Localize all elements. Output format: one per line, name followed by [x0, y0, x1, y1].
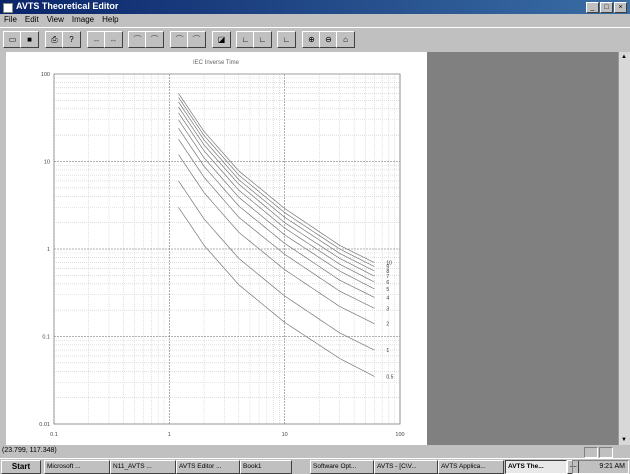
- open-icon[interactable]: ■: [20, 31, 39, 48]
- close-button[interactable]: ×: [614, 2, 627, 13]
- curve-g-icon[interactable]: ∟: [253, 31, 272, 48]
- series-line: [178, 101, 375, 272]
- menu-edit[interactable]: Edit: [24, 15, 39, 24]
- y-tick-label: 10: [44, 160, 50, 166]
- zoom-b-icon[interactable]: ↔: [104, 31, 123, 48]
- cursor-coordinates: (23.799, 117.348): [2, 447, 57, 454]
- status-panel: [599, 447, 613, 458]
- series-label: 3: [386, 306, 389, 312]
- series-line: [178, 207, 375, 377]
- y-tick-label: 1: [47, 247, 50, 253]
- series-label: 8: [386, 269, 389, 275]
- task-button[interactable]: AVTS Editor ...: [176, 460, 240, 474]
- y-tick-label: 0.01: [39, 422, 50, 428]
- series-label: 1: [386, 348, 389, 354]
- taskbar: Start Microsoft ... N11_AVTS ... AVTS Ed…: [0, 458, 630, 474]
- zoom-fit-icon[interactable]: ⌂: [336, 31, 355, 48]
- status-bar: (23.799, 117.348): [0, 446, 630, 458]
- x-tick-label: 10: [282, 432, 288, 438]
- chart-document: IEC Inverse Time 0.1 1 10 100 100 10 1 0.1 0.01 …: [6, 52, 427, 445]
- menu-view[interactable]: View: [46, 15, 64, 24]
- plot-frame: [53, 73, 401, 425]
- series-line: [178, 180, 375, 351]
- menu-image[interactable]: Image: [71, 15, 95, 24]
- series-label: 5: [386, 287, 389, 293]
- zoom-in-icon[interactable]: ⊕: [302, 31, 321, 48]
- curve-h-icon[interactable]: ∟: [277, 31, 296, 48]
- task-button[interactable]: Microsoft ...: [44, 460, 110, 474]
- chart-title: IEC Inverse Time: [193, 60, 240, 66]
- series-line: [178, 154, 375, 325]
- status-panel: [584, 447, 598, 458]
- series-line: [178, 119, 375, 290]
- scroll-down-icon[interactable]: ▼: [621, 437, 627, 443]
- x-tick-label: 1: [168, 432, 171, 438]
- window-title: AVTS Theoretical Editor: [16, 1, 119, 11]
- series-line: [178, 112, 375, 283]
- app-icon: [3, 3, 13, 13]
- mdi-client-area: IEC Inverse Time 0.1 1 10 100 100 10 1 0.1 0.01 …: [6, 52, 630, 445]
- x-tick-label: 100: [395, 432, 404, 438]
- series-line: [178, 106, 375, 277]
- series-label: 4: [386, 295, 389, 301]
- series-line: [178, 97, 375, 267]
- maximize-button[interactable]: □: [600, 2, 613, 13]
- task-button[interactable]: Software Opt...: [310, 460, 374, 474]
- series-label: 0.5: [386, 374, 393, 380]
- start-button[interactable]: Start: [1, 460, 41, 474]
- curve-a-icon[interactable]: ⌒: [128, 31, 147, 48]
- toolbar: ▭ ■ ⎙ ? ↔ ↔ ⌒ ⌒ ⌒ ⌒ ◪ ∟ ∟ ∟ ⊕ ⊖ ⌂: [0, 27, 630, 50]
- series-line: [178, 128, 375, 298]
- y-tick-label: 0.1: [42, 335, 50, 341]
- vertical-scrollbar[interactable]: ▲ ▼: [618, 52, 630, 445]
- task-button[interactable]: AVTS - [C\V...: [374, 460, 438, 474]
- series-line: [178, 139, 375, 309]
- help-icon[interactable]: ?: [62, 31, 81, 48]
- series-line: [178, 93, 375, 263]
- scroll-up-icon[interactable]: ▲: [621, 54, 627, 60]
- title-bar: AVTS Theoretical Editor _ □ ×: [0, 0, 630, 14]
- task-button[interactable]: N11_AVTS ...: [110, 460, 176, 474]
- task-button[interactable]: AVTS Applica...: [438, 460, 504, 474]
- chart-svg: IEC Inverse Time 0.1 1 10 1001001010.10.01 …: [39, 60, 404, 438]
- curve-b-icon[interactable]: ⌒: [145, 31, 164, 48]
- minimize-button[interactable]: _: [586, 2, 599, 13]
- task-button[interactable]: Book1: [240, 460, 292, 474]
- series-label: 10: [386, 261, 392, 267]
- y-tick-label: 100: [41, 72, 50, 78]
- series-label: 7: [386, 274, 389, 280]
- x-tick-label: 0.1: [50, 432, 58, 438]
- menu-file[interactable]: File: [4, 15, 17, 24]
- series-label: 6: [386, 280, 389, 286]
- series-label: 9: [386, 265, 389, 271]
- menu-help[interactable]: Help: [102, 15, 119, 24]
- menu-bar: File Edit View Image Help: [0, 14, 630, 26]
- task-button-active[interactable]: AVTS The...: [505, 460, 567, 474]
- curve-d-icon[interactable]: ⌒: [187, 31, 206, 48]
- series-label: 2: [386, 322, 389, 328]
- curve-e-icon[interactable]: ◪: [212, 31, 231, 48]
- system-tray-clock: 9:21 AM: [572, 460, 629, 474]
